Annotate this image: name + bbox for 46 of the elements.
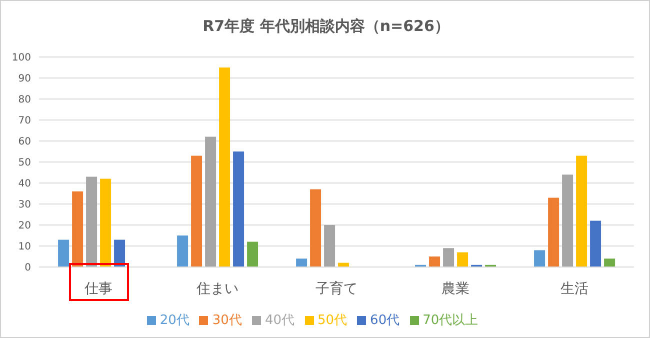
y-tick-label: 60 [18,136,31,148]
bar [548,198,560,267]
y-tick-label: 50 [18,158,31,169]
legend-label: 70代以上 [422,313,478,328]
legend-label: 30代 [212,313,242,328]
legend-label: 40代 [264,313,294,328]
bar [604,258,616,267]
bar [177,236,188,267]
bar [457,252,468,267]
y-tick-label: 40 [18,178,31,190]
bar [191,156,202,267]
bar [247,242,258,267]
legend-label: 60代 [370,313,400,328]
y-tick-label: 100 [12,52,31,64]
x-tick-label: 住まい [196,280,238,297]
bar [590,220,602,267]
bar [100,178,112,267]
bar [114,240,126,267]
bar [205,136,216,267]
y-tick-label: 30 [18,200,31,211]
bar [296,258,308,267]
y-tick-label: 10 [18,242,31,253]
legend-label: 20代 [160,313,190,328]
bar [310,189,322,267]
legend-label: 50代 [318,313,348,328]
chart-title: R7年度 年代別相談内容（n=626） [202,17,450,36]
x-tick-label: 農業 [442,280,470,297]
bar [576,156,588,267]
bar [219,68,230,267]
y-tick-label: 0 [24,262,31,274]
bar [72,191,84,267]
x-tick-label: 生活 [560,280,588,297]
y-tick-label: 70 [18,116,31,127]
y-tick-label: 90 [18,74,31,85]
bar [562,174,574,267]
y-tick-label: 80 [18,94,31,106]
y-tick-label: 20 [18,220,31,232]
x-tick-label: 仕事 [84,280,112,297]
x-tick-label: 子育て [316,280,358,297]
bar [58,240,70,267]
bar [534,250,546,267]
bar [233,152,244,267]
bar [86,176,98,267]
bar [429,256,440,267]
bar [324,225,336,267]
bar [443,248,454,267]
